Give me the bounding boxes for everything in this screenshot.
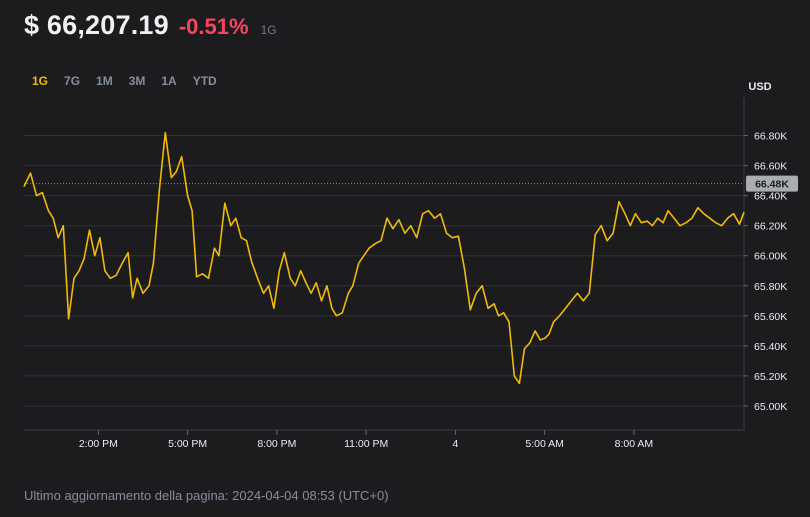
x-tick-label: 2:00 PM	[79, 438, 118, 450]
current-price-badge-bg	[746, 175, 798, 192]
tab-3m[interactable]: 3M	[128, 74, 146, 88]
y-tick-label: 66.40K	[754, 191, 787, 203]
price-line	[23, 131, 745, 385]
x-tick-label: 11:00 PM	[344, 438, 388, 450]
current-price-badge-label: 66.48K	[755, 179, 789, 191]
x-tick-label: 5:00 AM	[525, 438, 564, 450]
tab-1a[interactable]: 1A	[161, 74, 177, 88]
tab-7g[interactable]: 7G	[64, 74, 81, 88]
time-range-tabs: 1G 7G 1M 3M 1A YTD	[24, 72, 225, 90]
y-tick-label: 66.00K	[754, 251, 787, 263]
y-tick-label: 65.20K	[754, 371, 787, 383]
price-chart[interactable]: USD 65.00K 65.20K 65.40K 65.60K 65.80K 66.00K…	[0, 0, 810, 480]
tab-1m[interactable]: 1M	[96, 74, 113, 88]
tab-1g[interactable]: 1G	[32, 74, 49, 88]
x-tick-label: 5:00 PM	[168, 438, 207, 450]
period-label: 1G	[260, 23, 277, 37]
y-axis-ticks: 65.00K 65.20K 65.40K 65.60K 65.80K 66.00K 66.2…	[744, 131, 787, 413]
tab-ytd[interactable]: YTD	[192, 74, 217, 88]
x-tick-label: 8:00 PM	[257, 438, 296, 450]
current-price-badge: 66.48K	[746, 175, 798, 192]
price-change-percent: -0.51%	[178, 14, 249, 39]
x-tick-label: 8:00 AM	[615, 438, 654, 450]
y-tick-label: 65.40K	[754, 341, 787, 353]
currency-label: USD	[748, 81, 771, 93]
last-updated-text: Ultimo aggiornamento della pagina: 2024-…	[24, 488, 389, 503]
current-price: $ 66,207.19	[24, 10, 169, 40]
price-header: $ 66,207.19 -0.51% 1G	[24, 10, 277, 41]
y-tick-label: 65.80K	[754, 281, 787, 293]
y-tick-label: 66.20K	[754, 221, 787, 233]
x-tick-label: 4	[452, 438, 458, 450]
x-axis-ticks: 2:00 PM 5:00 PM 8:00 PM 11:00 PM 4 5:00 AM 8:0…	[79, 430, 653, 450]
y-tick-label: 65.00K	[754, 401, 787, 413]
chart-axes	[24, 98, 745, 431]
y-tick-label: 66.80K	[754, 131, 787, 143]
y-tick-label: 66.60K	[754, 161, 787, 173]
chart-grid	[24, 135, 744, 407]
y-tick-label: 65.60K	[754, 311, 787, 323]
